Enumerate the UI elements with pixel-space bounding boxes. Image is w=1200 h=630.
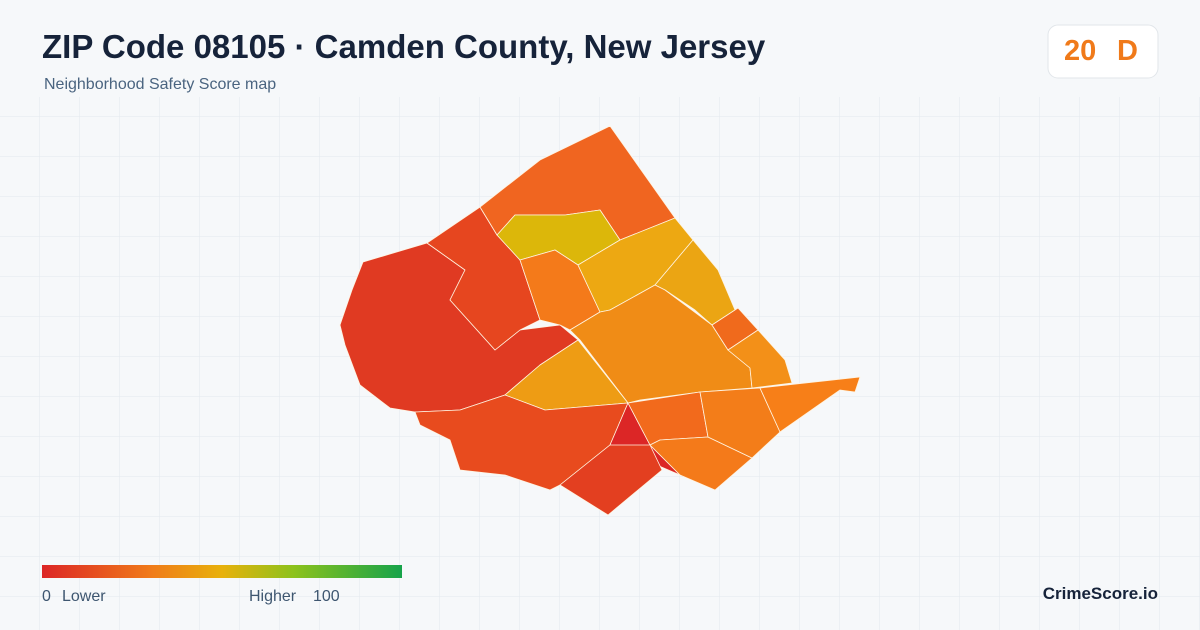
- legend-max: 100: [313, 588, 340, 605]
- subtitle: Neighborhood Safety Score map: [44, 76, 277, 93]
- legend-max-label: Higher: [249, 588, 297, 605]
- score: 20: [1064, 35, 1097, 67]
- legend-min-label: Lower: [62, 588, 106, 605]
- brand: CrimeScore.io: [1042, 584, 1158, 603]
- legend-bar: [42, 565, 402, 578]
- grade: D: [1117, 35, 1138, 67]
- regions: [339, 125, 861, 516]
- title: ZIP Code 08105 · Camden County, New Jers…: [42, 28, 766, 65]
- score-badge: [1047, 24, 1159, 79]
- legend-min: 0: [42, 588, 51, 605]
